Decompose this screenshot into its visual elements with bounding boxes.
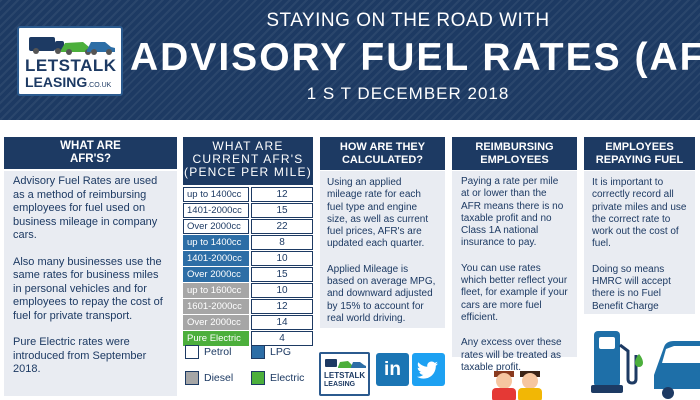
rate-row: Over 2000cc 14 — [183, 315, 313, 330]
rate-value: 8 — [251, 235, 313, 250]
reimbursing-panel: Paying a rate per mile at or lower than … — [452, 171, 577, 373]
linkedin-glyph: in — [384, 359, 401, 380]
rate-band: 1401-2000cc — [183, 203, 249, 218]
rate-value: 10 — [251, 251, 313, 266]
legend-electric: Electric — [251, 371, 304, 385]
rate-value: 14 — [251, 315, 313, 330]
logo-domain: .CO.UK — [87, 82, 112, 89]
rate-row: 1401-2000cc 10 — [183, 251, 313, 266]
rate-band: up to 1400cc — [183, 187, 249, 202]
rate-row: Over 2000cc 15 — [183, 267, 313, 282]
header-kicker: STAYING ON THE ROAD WITH — [266, 10, 550, 31]
rate-value: 15 — [251, 267, 313, 282]
header-date: 1 S T DECEMBER 2018 — [306, 84, 510, 103]
legend-lpg: LPG — [251, 345, 291, 359]
what-are-para-1: Advisory Fuel Rates are used as a method… — [13, 175, 158, 241]
logo-text-bottom: LEASING.CO.UK — [25, 74, 112, 90]
linkedin-icon[interactable]: in — [376, 353, 409, 386]
rate-row: Over 2000cc 22 — [183, 219, 313, 234]
rate-band: 1401-2000cc — [183, 251, 249, 266]
brand-logo[interactable]: LETSTALK LEASING.CO.UK — [17, 26, 123, 96]
vehicles-icon — [325, 359, 366, 368]
diesel-swatch — [185, 371, 199, 385]
fuel-pump-icon — [591, 331, 700, 399]
rate-row: Pure Electric 4 — [183, 331, 313, 346]
repaying-heading: EMPLOYEES REPAYING FUEL — [584, 137, 695, 170]
rate-band: up to 1400cc — [183, 235, 249, 250]
legend-diesel: Diesel — [185, 371, 233, 385]
logo-text-top: LETSTALK — [25, 56, 117, 75]
lpg-swatch — [251, 345, 265, 359]
rate-row: 1401-2000cc 15 — [183, 203, 313, 218]
what-are-para-2: Also many businesses use the same rates … — [13, 255, 163, 322]
rate-value: 22 — [251, 219, 313, 234]
rates-heading: WHAT ARE CURRENT AFR'S (PENCE PER MILE) — [183, 137, 313, 185]
how-para-2: Applied Mileage is based on average MPG,… — [327, 263, 436, 324]
rate-band: 1601-2000cc — [183, 299, 249, 314]
rate-band: up to 1600cc — [183, 283, 249, 298]
footer-logo[interactable]: LETSTALK LEASING — [319, 352, 370, 396]
how-calculated-heading: HOW ARE THEY CALCULATED? — [320, 137, 445, 170]
what-are-panel: Advisory Fuel Rates are used as a method… — [4, 171, 177, 396]
rate-band: Over 2000cc — [183, 315, 249, 330]
people-icon — [492, 371, 542, 400]
rate-band: Over 2000cc — [183, 267, 249, 282]
how-calculated-panel: Using an applied mileage rate for each f… — [320, 171, 445, 328]
rate-value: 15 — [251, 203, 313, 218]
rate-value: 12 — [251, 187, 313, 202]
reimb-para-1: Paying a rate per mile at or lower than … — [461, 176, 564, 249]
rate-row: up to 1600cc 10 — [183, 283, 313, 298]
reimb-para-3: Any excess over these rates will be trea… — [461, 337, 562, 373]
rate-value: 10 — [251, 283, 313, 298]
twitter-bird-icon — [417, 361, 438, 379]
reimb-para-2: You can use rates which better reflect y… — [461, 262, 568, 323]
fuel-legend: Petrol LPG Diesel Electric — [185, 345, 315, 395]
header-banner: LETSTALK LEASING.CO.UK STAYING ON THE RO… — [0, 0, 700, 120]
rate-value: 12 — [251, 299, 313, 314]
footer-logo-top: LETSTALK — [324, 371, 366, 380]
rate-row: up to 1400cc 12 — [183, 187, 313, 202]
twitter-icon[interactable] — [412, 353, 445, 386]
rate-band: Pure Electric — [183, 331, 249, 346]
what-are-heading: WHAT ARE AFR'S? — [4, 137, 177, 169]
reimbursing-heading: REIMBURSING EMPLOYEES — [452, 137, 577, 170]
electric-swatch — [251, 371, 265, 385]
rate-band: Over 2000cc — [183, 219, 249, 234]
legend-petrol: Petrol — [185, 345, 231, 359]
vehicles-icon — [29, 37, 115, 55]
rate-row: up to 1400cc 8 — [183, 235, 313, 250]
rate-row: 1601-2000cc 12 — [183, 299, 313, 314]
repay-para-2: Doing so means HMRC will accept there is… — [592, 263, 671, 312]
page-title: ADVISORY FUEL RATES (AFR) — [130, 36, 700, 79]
rate-value: 4 — [251, 331, 313, 346]
rates-table: up to 1400cc 12 1401-2000cc 15 Over 2000cc… — [183, 187, 313, 347]
petrol-swatch — [185, 345, 199, 359]
repay-para-1: It is important to correctly record all … — [592, 177, 687, 250]
footer-logo-bottom: LEASING — [324, 381, 356, 388]
repaying-panel: It is important to correctly record all … — [584, 171, 695, 314]
how-para-1: Using an applied mileage rate for each f… — [327, 177, 429, 250]
what-are-para-3: Pure Electric rates were introduced from… — [13, 336, 147, 375]
